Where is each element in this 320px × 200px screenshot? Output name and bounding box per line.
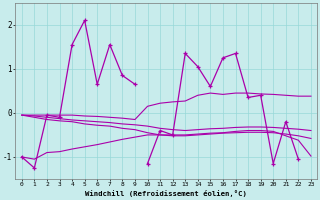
X-axis label: Windchill (Refroidissement éolien,°C): Windchill (Refroidissement éolien,°C) <box>85 190 247 197</box>
